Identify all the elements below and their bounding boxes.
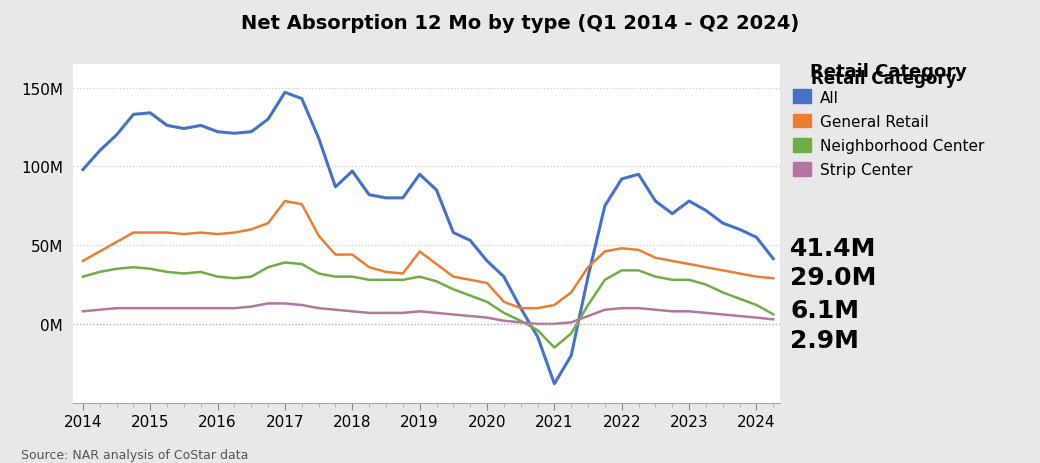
- Text: Source: NAR analysis of CoStar data: Source: NAR analysis of CoStar data: [21, 448, 249, 461]
- Legend: All, General Retail, Neighborhood Center, Strip Center: All, General Retail, Neighborhood Center…: [792, 63, 985, 178]
- Text: Net Absorption 12 Mo by type (Q1 2014 - Q2 2024): Net Absorption 12 Mo by type (Q1 2014 - …: [241, 14, 799, 33]
- Text: Retail Category: Retail Category: [811, 69, 957, 88]
- Text: 6.1M: 6.1M: [790, 298, 859, 322]
- Text: 41.4M: 41.4M: [790, 237, 877, 261]
- Text: 29.0M: 29.0M: [790, 265, 877, 289]
- Text: 2.9M: 2.9M: [790, 328, 859, 352]
